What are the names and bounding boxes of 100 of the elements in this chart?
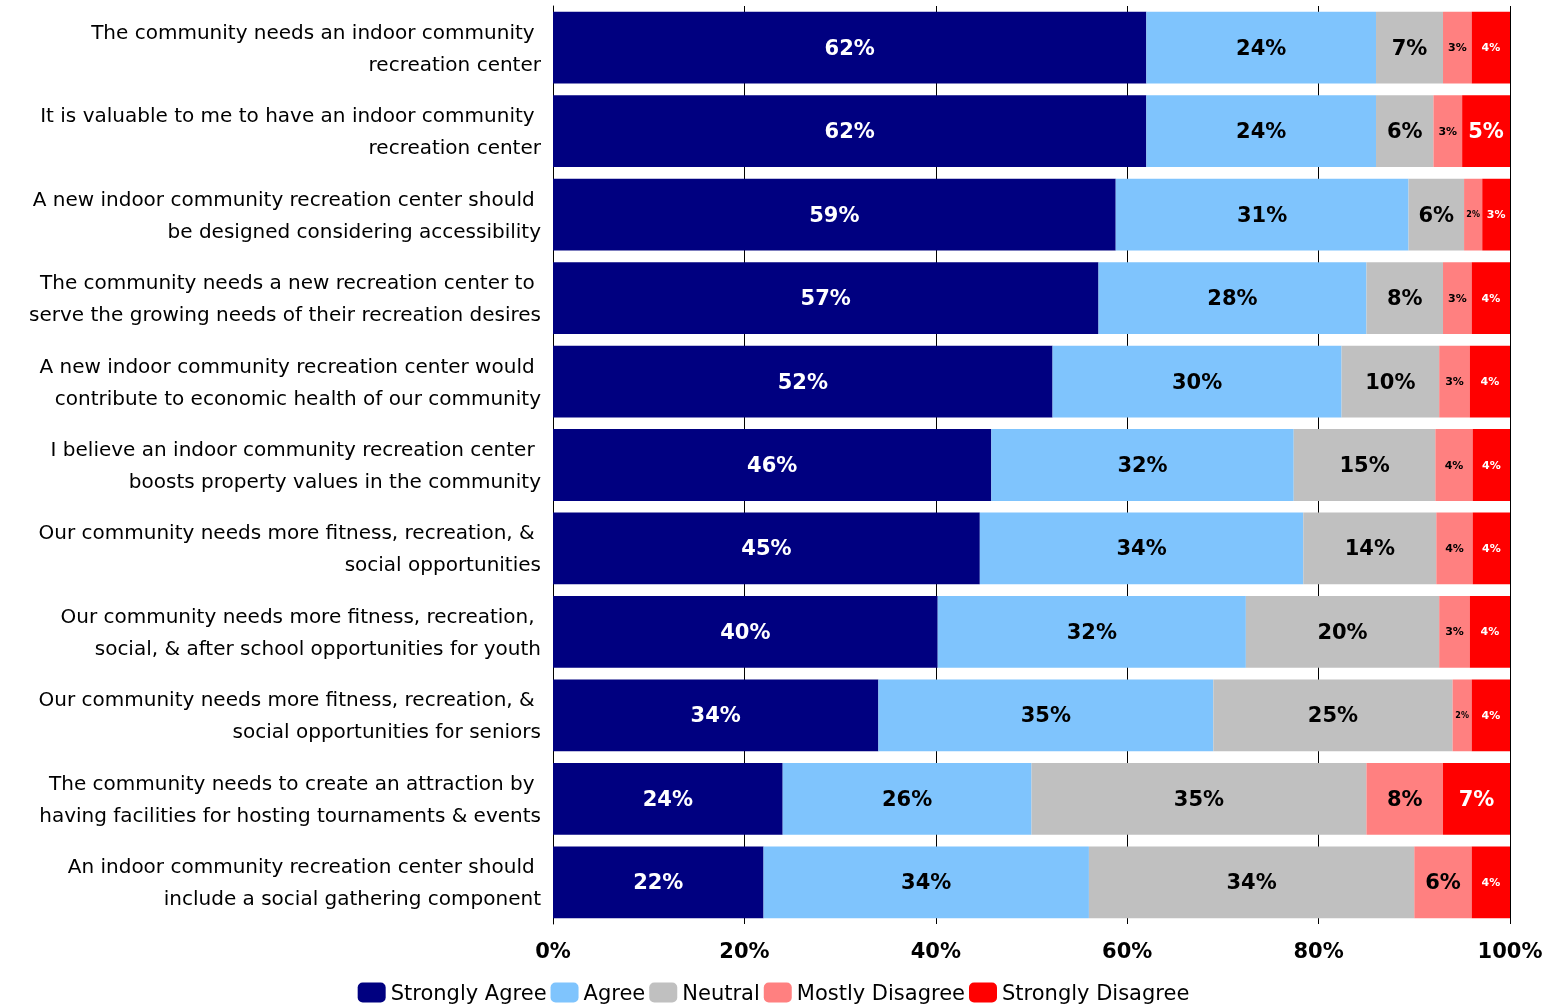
data-label: 35% (1173, 786, 1225, 811)
legend-label: Mostly Disagree (796, 980, 966, 1005)
bar (553, 679, 879, 752)
data-label: 28% (1207, 286, 1258, 311)
data-label: 10% (1365, 369, 1416, 394)
bar (553, 11, 1147, 84)
bar (1452, 679, 1472, 752)
data-label: 6% (1386, 119, 1423, 144)
bar (1471, 11, 1510, 84)
legend-label: Agree (583, 980, 646, 1005)
data-label: 2% (1455, 710, 1469, 720)
bar (1439, 345, 1470, 418)
bar (1245, 596, 1440, 668)
data-label: 22% (633, 870, 684, 895)
bar (553, 429, 992, 501)
data-label: 34% (1226, 870, 1277, 895)
data-label: 3% (1445, 625, 1464, 639)
data-label: 32% (1117, 453, 1168, 477)
x-tick-label: 0% (535, 938, 571, 963)
bar (1443, 762, 1510, 835)
bar (1439, 596, 1470, 668)
data-label: 2% (1466, 210, 1480, 220)
data-label: 3% (1445, 375, 1464, 389)
data-label: 57% (800, 286, 851, 311)
bar (1088, 846, 1415, 919)
y-tick-label: A new indoor community recreation center should be designed considering accessibility (32, 186, 542, 243)
bar (1464, 178, 1483, 251)
data-label: 4% (1481, 291, 1501, 305)
bar (1341, 345, 1440, 418)
data-label: 15% (1339, 453, 1390, 477)
bar (553, 345, 1053, 418)
data-label: 4% (1481, 708, 1501, 722)
bar (1433, 95, 1463, 168)
bar (1472, 512, 1510, 585)
data-label: 24% (1236, 119, 1287, 144)
data-label: 4% (1445, 541, 1464, 555)
bar (1462, 95, 1510, 168)
data-label: 31% (1237, 202, 1288, 227)
data-label: 6% (1425, 870, 1461, 895)
bar (1303, 512, 1437, 585)
bar (878, 679, 1214, 752)
bar (991, 429, 1294, 501)
data-label: 24% (1236, 35, 1287, 60)
data-label: 14% (1344, 536, 1395, 561)
bar (553, 262, 1099, 334)
bar (1376, 11, 1444, 84)
data-label: 62% (824, 35, 875, 60)
bar (1146, 11, 1377, 84)
bar (553, 95, 1147, 168)
bar (1146, 95, 1377, 168)
data-label: 4% (1444, 458, 1464, 472)
data-label: 46% (747, 453, 798, 477)
data-label: 3% (1486, 208, 1506, 222)
bar (1472, 429, 1510, 501)
data-label: 32% (1066, 619, 1117, 644)
data-label: 35% (1020, 703, 1071, 728)
bar (1115, 178, 1409, 251)
y-tick-label: An indoor community recreation center should include a social gathering component (67, 854, 542, 911)
data-label: 30% (1171, 369, 1223, 394)
bar (553, 178, 1116, 251)
y-tick-label: A new indoor community recreation center would contribute to economic health of our community (39, 353, 542, 410)
data-label: 26% (881, 786, 933, 811)
x-tick-label: 60% (1102, 938, 1153, 963)
data-label: 3% (1448, 291, 1467, 305)
data-label: 7% (1391, 35, 1428, 60)
data-label: 4% (1481, 541, 1501, 555)
data-label: 6% (1418, 202, 1455, 227)
bar (1471, 846, 1510, 919)
data-label: 25% (1307, 703, 1359, 728)
bar (1031, 762, 1367, 835)
bar (1443, 262, 1472, 334)
data-label: 34% (901, 870, 952, 895)
y-tick-label: The community needs to create an attraction by having facilities for hosting tournaments & events (39, 770, 541, 827)
bar (1366, 262, 1444, 334)
legend-label: Strongly Agree (390, 980, 547, 1005)
data-label: 4% (1481, 458, 1501, 472)
bar (1376, 95, 1434, 168)
legend-label: Strongly Disagree (1002, 980, 1190, 1005)
x-tick-label: 40% (910, 938, 961, 963)
data-label: 3% (1438, 124, 1458, 138)
data-label: 24% (642, 786, 693, 811)
bar (1052, 345, 1342, 418)
bar (979, 512, 1304, 585)
bar (1482, 178, 1510, 251)
bar (553, 762, 783, 835)
data-label: 4% (1481, 41, 1501, 55)
bar (1213, 679, 1453, 752)
bar (763, 846, 1089, 919)
data-label: 3% (1448, 41, 1467, 55)
bar (553, 596, 938, 668)
data-label: 45% (741, 536, 792, 561)
bar (937, 596, 1246, 668)
y-tick-label: I believe an indoor community recreation center boosts property values in the community (50, 437, 542, 493)
x-tick-label: 20% (719, 938, 770, 963)
bar (1436, 512, 1473, 585)
data-label: 20% (1317, 619, 1368, 644)
bar (1408, 178, 1465, 251)
bar (1414, 846, 1472, 919)
bar (553, 846, 764, 919)
data-label: 4% (1480, 375, 1500, 389)
